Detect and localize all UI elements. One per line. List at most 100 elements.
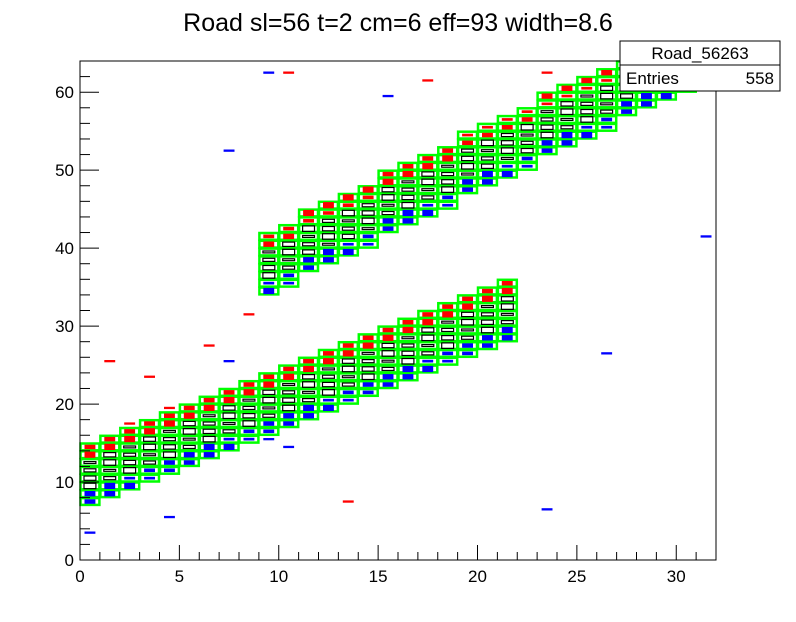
core-hit: [123, 467, 137, 474]
lower-edge-hit: [442, 359, 454, 363]
core-hit: [381, 203, 395, 207]
lower-edge-hit: [382, 218, 394, 224]
core-hit: [461, 172, 475, 176]
core-hit: [83, 461, 97, 465]
core-hit: [600, 109, 614, 114]
core-hit: [341, 375, 355, 379]
stray-blue-hit: [382, 94, 394, 98]
upper-edge-hit: [521, 117, 533, 122]
core-hit: [461, 335, 475, 340]
stats-box-entries-label: Entries: [626, 69, 679, 88]
x-tick-label: 5: [175, 567, 184, 586]
lower-edge-hit: [144, 476, 155, 480]
core-hit: [262, 272, 276, 279]
axes: 0 5 10 15 20 25 30 0 10 20 30 40 50 60: [55, 60, 717, 586]
core-hit: [103, 468, 117, 472]
lower-edge-hit: [323, 248, 334, 256]
upper-edge-hit: [243, 382, 255, 387]
core-hit: [302, 398, 316, 403]
core-hit: [341, 358, 355, 364]
stray-blue-hit: [263, 438, 275, 441]
core-hit: [182, 437, 196, 441]
core-hit: [341, 209, 355, 217]
stray-blue-hit: [700, 235, 712, 238]
upper-edge-hit: [561, 94, 573, 98]
y-tick-label: 0: [65, 551, 74, 570]
core-hit: [401, 194, 415, 201]
core-hit: [302, 234, 316, 238]
core-hit: [619, 93, 634, 99]
core-hit: [441, 320, 455, 324]
lower-edge-hit: [601, 125, 613, 129]
stray-red-hit: [203, 344, 215, 347]
upper-edge-hit: [104, 436, 116, 442]
upper-edge-hit: [422, 156, 434, 161]
core-hit: [480, 139, 494, 147]
lower-edge-hit: [104, 482, 116, 489]
lower-edge-hit: [342, 390, 354, 395]
core-hit: [282, 241, 296, 248]
lower-edge-hit: [382, 382, 394, 387]
y-tick-label: 30: [55, 317, 74, 336]
upper-edge-hit: [144, 428, 155, 435]
core-hit: [540, 131, 554, 139]
core-hit: [560, 125, 574, 130]
core-hit: [461, 148, 475, 153]
upper-edge-hit: [303, 209, 314, 217]
core-hit: [421, 188, 435, 192]
core-hit: [381, 186, 395, 193]
core-hit: [162, 437, 176, 442]
core-hit: [540, 110, 554, 114]
core-hit: [441, 342, 455, 349]
core-hit: [262, 406, 276, 410]
upper-edge-hit: [462, 140, 473, 146]
core-hit: [321, 225, 335, 232]
upper-edge-hit: [342, 194, 354, 201]
upper-edge-hit: [362, 195, 374, 200]
core-hit: [202, 421, 216, 426]
lower-edge-hit: [84, 491, 96, 497]
y-tick-label: 10: [55, 473, 74, 492]
core-hit: [421, 327, 435, 333]
x-tick-label: 0: [75, 567, 84, 586]
upper-edge-hit: [323, 358, 334, 365]
upper-edge-hit: [362, 186, 374, 193]
core-hit: [540, 117, 554, 122]
lower-edge-hit: [641, 93, 652, 100]
core-hit: [361, 359, 375, 364]
lower-edge-hit: [482, 335, 493, 341]
core-hit: [222, 429, 236, 434]
lower-edge-hit: [283, 421, 295, 426]
lower-edge-hit: [521, 156, 533, 161]
core-hit: [580, 101, 594, 107]
core-hit: [480, 163, 494, 170]
hit-markers: [83, 61, 712, 534]
upper-edge-hit: [203, 397, 215, 403]
core-hit: [282, 248, 296, 256]
stats-box-entries-value: 558: [746, 69, 774, 88]
core-hit: [242, 413, 256, 419]
core-hit: [461, 328, 475, 332]
upper-edge-hit: [402, 320, 414, 325]
core-hit: [361, 210, 375, 216]
core-hit: [143, 460, 157, 465]
y-tick-label: 20: [55, 395, 74, 414]
core-hit: [321, 233, 335, 240]
upper-edge-hit: [422, 163, 434, 170]
upper-edge-hit: [382, 178, 394, 185]
core-hit: [262, 264, 276, 271]
upper-edge-hit: [581, 86, 593, 90]
upper-edge-hit: [482, 132, 493, 138]
lower-edge-hit: [104, 491, 116, 497]
stray-red-hit: [124, 422, 136, 425]
core-hit: [480, 305, 494, 309]
upper-edge-hit: [521, 110, 533, 113]
core-hit: [480, 149, 494, 153]
core-hit: [302, 242, 316, 247]
core-hit: [560, 108, 574, 116]
lower-edge-hit: [303, 404, 314, 411]
lower-edge-hit: [303, 413, 314, 419]
core-hit: [500, 132, 514, 138]
core-hit: [500, 303, 514, 310]
upper-edge-hit: [283, 233, 295, 240]
